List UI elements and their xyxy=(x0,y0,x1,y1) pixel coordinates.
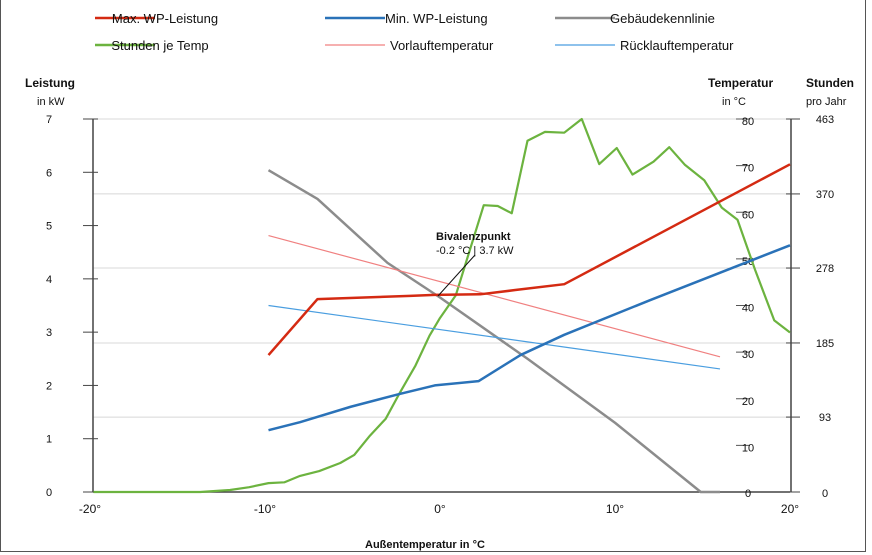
left-axis-tick-label: 5 xyxy=(46,221,52,233)
hours-axis-tick-label: 93 xyxy=(819,412,831,424)
hours-axis-tick-label: 0 xyxy=(822,488,828,500)
temp-axis-tick-label: 10 xyxy=(742,442,754,454)
series-line-r-cklauftemperatur xyxy=(268,304,721,370)
hours-axis-title: Stunden xyxy=(806,76,854,90)
annotation-leader xyxy=(437,254,476,297)
series-line-max-wp-leistung xyxy=(267,163,791,356)
annotation-text: -0.2 °C | 3.7 kW xyxy=(436,245,514,257)
left-axis-tick-label: 4 xyxy=(46,274,52,286)
left-axis-tick-label: 6 xyxy=(46,167,52,179)
legend-label: Max. WP-Leistung xyxy=(112,11,218,26)
x-axis-tick-label: 0° xyxy=(434,502,446,516)
legend-label: Min. WP-Leistung xyxy=(385,11,488,26)
annotation-title: Bivalenzpunkt xyxy=(436,231,511,243)
x-axis-tick-label: -10° xyxy=(254,502,276,516)
temp-axis-tick-label: 0 xyxy=(745,488,751,500)
temp-axis-tick-label: 80 xyxy=(742,116,754,128)
legend-label: Rücklauftemperatur xyxy=(620,38,734,53)
legend-label: Stunden je Temp xyxy=(111,38,208,53)
hours-axis-tick-label: 463 xyxy=(816,114,834,126)
series-lines xyxy=(93,117,791,494)
series-line-stunden-je-temp xyxy=(93,117,791,494)
x-axis-tick-label: 20° xyxy=(781,502,799,516)
temp-axis-tick-label: 20 xyxy=(742,396,754,408)
series-line-min-wp-leistung xyxy=(268,244,791,432)
left-axis-unit: in kW xyxy=(37,96,65,108)
temp-axis-tick-label: 40 xyxy=(742,303,754,315)
left-axis-tick-label: 0 xyxy=(46,487,52,499)
temp-axis-tick-label: 70 xyxy=(742,163,754,175)
left-axis-tick-label: 1 xyxy=(46,434,52,446)
series-line-vorlauftemperatur xyxy=(268,234,721,358)
legend: Max. WP-Leistung Min. WP-Leistung Gebäudek… xyxy=(95,11,734,53)
temp-axis-title: Temperatur xyxy=(708,76,773,90)
hours-axis-unit: pro Jahr xyxy=(806,96,847,108)
x-axis-tick-label: -20° xyxy=(79,502,101,516)
x-axis-tick-label: 10° xyxy=(606,502,624,516)
x-axis-title: Außentemperatur in °C xyxy=(365,539,485,551)
left-axis-title: Leistung xyxy=(25,76,75,90)
left-axis-tick-label: 2 xyxy=(46,380,52,392)
hours-axis-tick-label: 278 xyxy=(816,263,834,275)
hours-axis-tick-label: 370 xyxy=(816,189,834,201)
legend-label: Vorlauftemperatur xyxy=(390,38,494,53)
left-axis-tick-label: 7 xyxy=(46,114,52,126)
temp-axis-tick-label: 30 xyxy=(742,349,754,361)
temp-axis-tick-label: 60 xyxy=(742,209,754,221)
hours-axis-tick-label: 185 xyxy=(816,338,834,350)
series-line-geb-udekennlinie xyxy=(267,169,720,494)
left-axis-tick-label: 3 xyxy=(46,327,52,339)
legend-label: Gebäudekennlinie xyxy=(610,11,715,26)
gridlines xyxy=(93,118,790,493)
temp-axis-unit: in °C xyxy=(722,96,746,108)
